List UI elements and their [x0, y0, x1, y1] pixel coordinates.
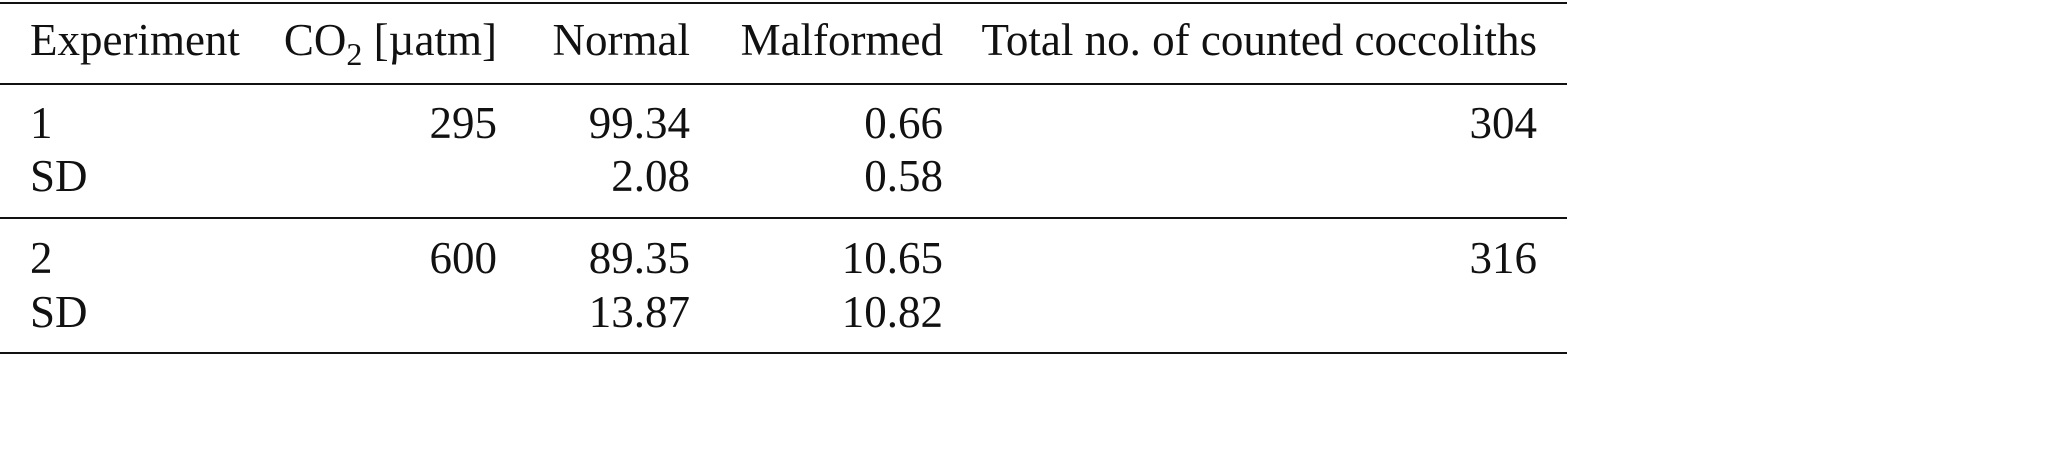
table-cell: 10.82 — [841, 287, 943, 337]
bottom-rule — [0, 352, 1567, 354]
top-rule — [0, 2, 1567, 4]
table-cell: 13.87 — [588, 287, 690, 337]
header-cell: CO2 [µatm] — [0, 15, 497, 70]
header-cell: Experiment — [30, 15, 240, 65]
header-cell: Normal — [552, 15, 690, 65]
table-cell: 304 — [1469, 98, 1538, 148]
row-label: 1 — [30, 98, 53, 148]
header-text: [µatm] — [362, 15, 497, 65]
row-label: SD — [30, 287, 88, 337]
table-cell: 2.08 — [611, 151, 690, 201]
table-cell: 99.34 — [588, 98, 690, 148]
header-text: CO — [283, 15, 347, 65]
table-cell: 600 — [429, 233, 498, 283]
table-cell: 295 — [429, 98, 498, 148]
row-label: SD — [30, 151, 88, 201]
table-cell: 0.58 — [864, 151, 943, 201]
table-cell: 316 — [1469, 233, 1538, 283]
table-cell: 10.65 — [841, 233, 943, 283]
group-rule — [0, 217, 1567, 219]
table-cell: 89.35 — [588, 233, 690, 283]
header-cell: Total no. of counted coccoliths — [981, 15, 1537, 65]
subscript: 2 — [346, 36, 363, 72]
header-rule — [0, 83, 1567, 85]
header-cell: Malformed — [740, 15, 943, 65]
row-label: 2 — [30, 233, 53, 283]
table-cell: 0.66 — [864, 98, 943, 148]
